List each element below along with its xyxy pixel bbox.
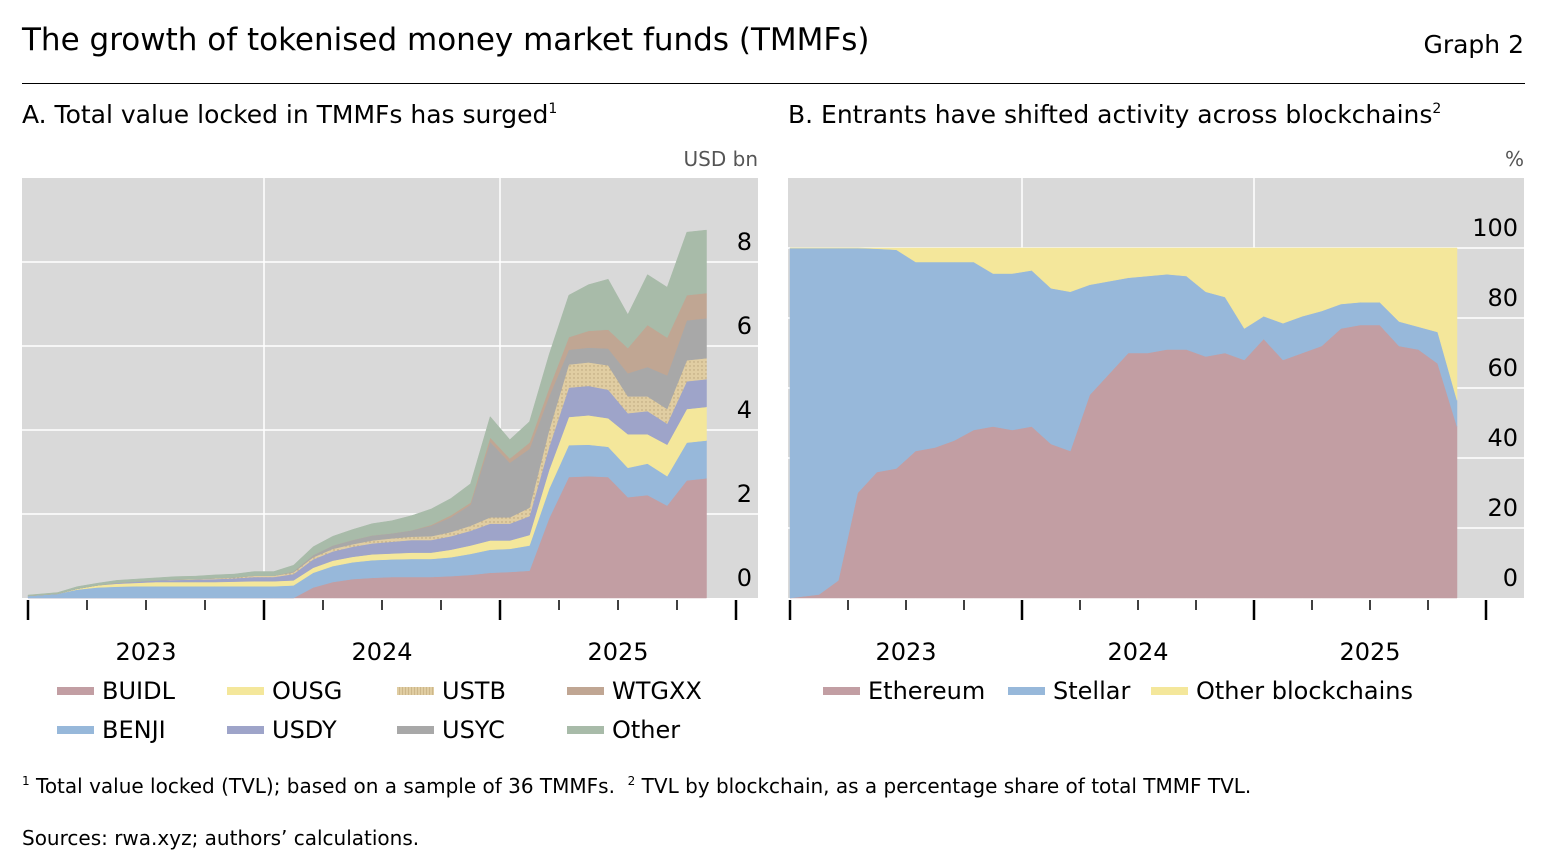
x-tick-label: 2025 (1339, 638, 1400, 666)
panel-a-unit: USD bn (683, 147, 758, 171)
footnote-1-mark: 1 (22, 774, 30, 788)
y-tick-label: 2 (737, 480, 752, 508)
legend-swatch (567, 687, 604, 695)
panel-a-title-text: A. Total value locked in TMMFs has surge… (22, 100, 549, 129)
legend-label: BUIDL (102, 677, 175, 705)
legend-label: WTGXX (612, 677, 702, 705)
legend-swatch (227, 687, 264, 695)
legend-item-stellar: Stellar (1008, 677, 1130, 705)
legend-swatch (397, 687, 434, 695)
title-divider (22, 83, 1525, 84)
legend-label: OUSG (272, 677, 343, 705)
legend-label: USTB (442, 677, 506, 705)
panel-b-plot: 0 20 40 60 80 100 2023 2024 2025 (788, 178, 1524, 666)
x-tick-label: 2025 (587, 638, 648, 666)
legend-swatch (1008, 687, 1045, 695)
legend-label: USDY (272, 716, 337, 744)
legend-item-ethereum: Ethereum (823, 677, 985, 705)
y-tick-label: 80 (1487, 284, 1518, 312)
footnote-1: Total value locked (TVL); based on a sam… (36, 774, 615, 798)
legend-swatch (57, 687, 94, 695)
graph-number: Graph 2 (1423, 30, 1524, 59)
panel-b-note-mark: 2 (1432, 101, 1442, 117)
legend-label: Stellar (1053, 677, 1131, 705)
legend-swatch (823, 687, 860, 695)
y-tick-label: 0 (1503, 564, 1518, 592)
area-other (27, 229, 707, 597)
legend-item-wtgxx: WTGXX (567, 677, 702, 705)
panel-a-note-mark: 1 (548, 101, 558, 117)
y-tick-label: 100 (1472, 214, 1518, 242)
legend-label: Other (612, 716, 681, 744)
legend-swatch (1151, 687, 1188, 695)
legend-item-buidl: BUIDL (57, 677, 175, 705)
y-tick-label: 20 (1487, 494, 1518, 522)
legend-label: BENJI (102, 716, 166, 744)
footnote-2-mark: 2 (627, 774, 636, 788)
y-tick-label: 6 (737, 312, 752, 340)
y-tick-label: 4 (737, 396, 752, 424)
page-title: The growth of tokenised money market fun… (22, 22, 870, 58)
legend-item-usyc: USYC (397, 716, 505, 744)
legend-swatch (227, 726, 264, 734)
panel-b-unit: % (1504, 147, 1524, 171)
x-tick-label: 2023 (875, 638, 936, 666)
y-tick-label: 60 (1487, 354, 1518, 382)
panel-b-title-text: B. Entrants have shifted activity across… (788, 100, 1433, 129)
legend-label: Other blockchains (1196, 677, 1413, 705)
panel-b-title: B. Entrants have shifted activity across… (788, 100, 1441, 129)
legend-item-usdy: USDY (227, 716, 337, 744)
sources: Sources: rwa.xyz; authors’ calculations. (22, 826, 420, 850)
legend-item-other: Other (567, 716, 680, 744)
area-other-blockchains (790, 247, 1458, 401)
legend-item-ustb: USTB (397, 677, 506, 705)
x-tick-label: 2023 (115, 638, 176, 666)
panel-a-plot: 0 2 4 6 8 2023 2024 2025 (22, 178, 758, 666)
legend-item-other-blockchains: Other blockchains (1151, 677, 1413, 705)
legend-swatch (397, 726, 434, 734)
legend-item-benji: BENJI (57, 716, 166, 744)
y-tick-label: 8 (737, 228, 752, 256)
footnotes: 1 Total value locked (TVL); based on a s… (22, 774, 1251, 798)
y-tick-label: 0 (737, 564, 752, 592)
panel-a-title: A. Total value locked in TMMFs has surge… (22, 100, 557, 129)
y-tick-label: 40 (1487, 424, 1518, 452)
legend-swatch (567, 726, 604, 734)
legend-item-ousg: OUSG (227, 677, 342, 705)
legend-label: USYC (442, 716, 505, 744)
x-tick-label: 2024 (351, 638, 412, 666)
x-tick-label: 2024 (1107, 638, 1168, 666)
legend-swatch (57, 726, 94, 734)
legend-label: Ethereum (868, 677, 986, 705)
footnote-2: TVL by blockchain, as a percentage share… (641, 774, 1252, 798)
